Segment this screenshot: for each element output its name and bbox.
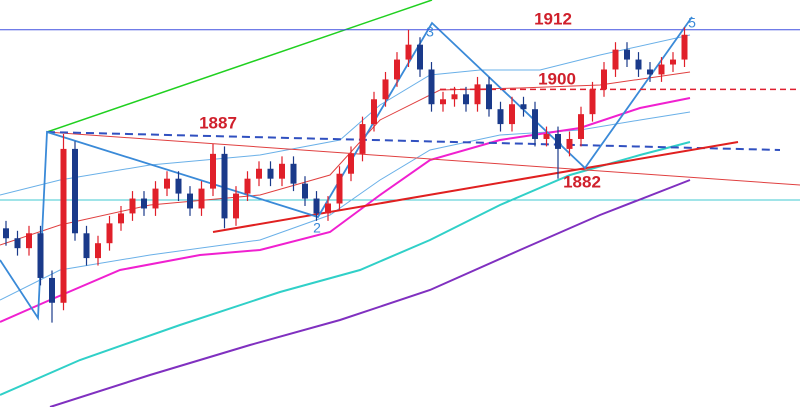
candle-body	[451, 94, 458, 100]
level-label: 1882	[563, 172, 601, 191]
wave-path	[0, 16, 693, 321]
ma-red	[0, 71, 691, 246]
candle-body	[106, 223, 113, 244]
candle-body	[440, 99, 446, 105]
level-label: 1900	[538, 69, 576, 88]
candle-body	[405, 44, 412, 60]
wave-label: 3	[426, 24, 434, 40]
candle-body	[635, 59, 642, 70]
candle-body	[612, 49, 619, 70]
candle-body	[26, 233, 32, 249]
candle-body	[221, 153, 228, 219]
candle-body	[60, 148, 67, 303]
candle-body	[118, 213, 124, 224]
candle-body	[417, 44, 423, 70]
trend-up	[212, 141, 739, 233]
candle-body	[141, 198, 147, 209]
candle-body	[497, 109, 504, 125]
band-lower	[0, 111, 691, 301]
candle-body	[72, 148, 78, 234]
candle-body	[382, 79, 389, 100]
candle-body	[543, 134, 550, 139]
candle-body	[601, 69, 607, 90]
candles	[0, 27, 800, 323]
candle-body	[49, 277, 55, 303]
candle-body	[290, 163, 297, 184]
band-upper	[0, 34, 691, 196]
candle-body	[313, 198, 320, 214]
candle-body	[267, 168, 274, 179]
candle-body	[187, 193, 193, 209]
candle-body	[555, 134, 561, 149]
wave-label: 5	[688, 15, 696, 31]
candle-body	[244, 178, 251, 194]
candle-body	[578, 114, 584, 139]
candle-body	[336, 173, 343, 204]
candle-body	[371, 99, 377, 125]
candle-body	[463, 94, 469, 105]
level-label: 1887	[199, 113, 237, 132]
candle-body	[175, 178, 182, 194]
candle-body	[325, 203, 331, 214]
candle-body	[359, 124, 366, 154]
candle-body	[14, 238, 21, 249]
candle-body	[394, 59, 400, 80]
candle-body	[566, 138, 573, 149]
candle-body	[279, 163, 285, 179]
candle-body	[348, 153, 354, 174]
candle-body	[3, 228, 9, 239]
candle-body	[532, 109, 538, 139]
candle-body	[509, 104, 515, 125]
neckline	[46, 131, 781, 151]
candle-body	[164, 178, 170, 189]
candle-body	[95, 243, 101, 259]
candle-body	[681, 34, 688, 60]
candle-body	[428, 69, 435, 105]
candle-body	[589, 89, 596, 115]
candle-body	[624, 49, 630, 60]
wave-label: 2	[313, 220, 321, 236]
ma-purple	[49, 179, 691, 407]
candle-body	[129, 198, 136, 214]
ma-magenta	[0, 97, 691, 323]
candle-body	[520, 104, 527, 110]
candle-body	[233, 193, 239, 219]
trend-down	[46, 131, 800, 186]
candle-body	[670, 59, 676, 65]
candle-body	[486, 84, 492, 110]
labels: 1912 1900 1887 1882 2 3 5	[199, 9, 696, 235]
candle-body	[37, 233, 44, 278]
candle-body	[210, 153, 216, 189]
candle-body	[198, 188, 205, 209]
candle-body	[302, 183, 308, 199]
channel-top	[46, 0, 433, 133]
candle-body	[83, 233, 90, 259]
candle-body	[152, 188, 159, 209]
candle-body	[256, 168, 262, 179]
level-label: 1912	[534, 9, 572, 28]
candle-body	[647, 69, 653, 75]
candle-body	[474, 84, 481, 105]
candle-body	[658, 64, 665, 75]
